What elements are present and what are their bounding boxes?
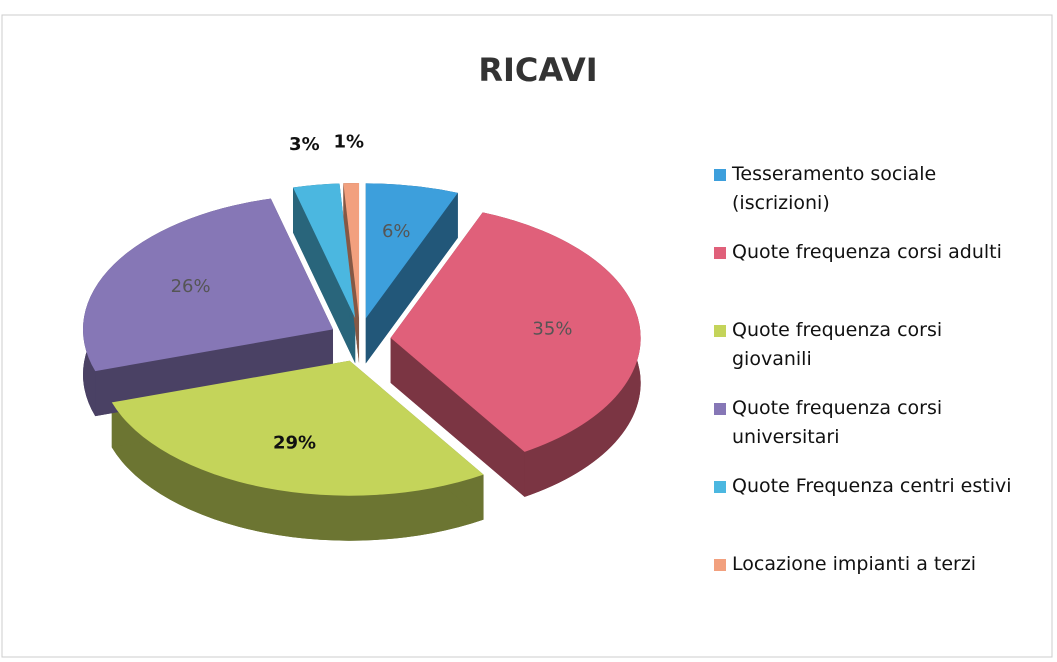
chart-title: RICAVI	[478, 51, 597, 89]
legend: Tesseramento sociale (iscrizioni) Quote f…	[712, 160, 1042, 628]
pie-tops	[83, 183, 641, 496]
legend-item: Quote frequenza corsi giovanili	[712, 316, 1042, 394]
legend-swatch	[714, 403, 726, 415]
legend-item: Locazione impianti a terzi	[712, 550, 1042, 628]
slice-wall	[95, 329, 334, 417]
slice	[343, 183, 360, 319]
legend-swatch	[714, 169, 726, 181]
slice	[83, 198, 334, 372]
frame	[1, 14, 1053, 658]
data-label: 1%	[334, 132, 365, 153]
slice	[390, 212, 641, 452]
slice	[111, 360, 484, 496]
legend-item: Quote frequenza corsi adulti	[712, 238, 1042, 316]
data-label: 35%	[532, 319, 572, 340]
legend-label: Quote Frequenza centri estivi	[732, 475, 1012, 497]
slice-wall	[390, 337, 525, 497]
slice	[365, 183, 458, 319]
data-label: 3%	[289, 134, 320, 155]
legend-swatch	[714, 247, 726, 259]
legend-label: Locazione impianti a terzi	[732, 553, 977, 575]
legend-swatch	[714, 559, 726, 571]
slice-wall	[293, 187, 356, 364]
legend-label: Quote frequenza corsi adulti	[732, 241, 1002, 263]
slice-wall	[365, 192, 458, 364]
legend-label: Tesseramento sociale (iscrizioni)	[732, 163, 937, 214]
slice	[293, 183, 356, 319]
legend-label: Quote frequenza corsi giovanili	[732, 319, 943, 370]
data-label: 6%	[382, 221, 411, 242]
data-label: 29%	[273, 432, 316, 453]
legend-item: Quote frequenza corsi universitari	[712, 394, 1042, 472]
legend-item: Quote Frequenza centri estivi	[712, 472, 1042, 550]
slice-rim	[111, 402, 484, 541]
legend-swatch	[714, 481, 726, 493]
legend-item: Tesseramento sociale (iscrizioni)	[712, 160, 1042, 238]
legend-label: Quote frequenza corsi universitari	[732, 397, 943, 448]
legend-swatch	[714, 325, 726, 337]
data-label: 26%	[171, 276, 211, 297]
